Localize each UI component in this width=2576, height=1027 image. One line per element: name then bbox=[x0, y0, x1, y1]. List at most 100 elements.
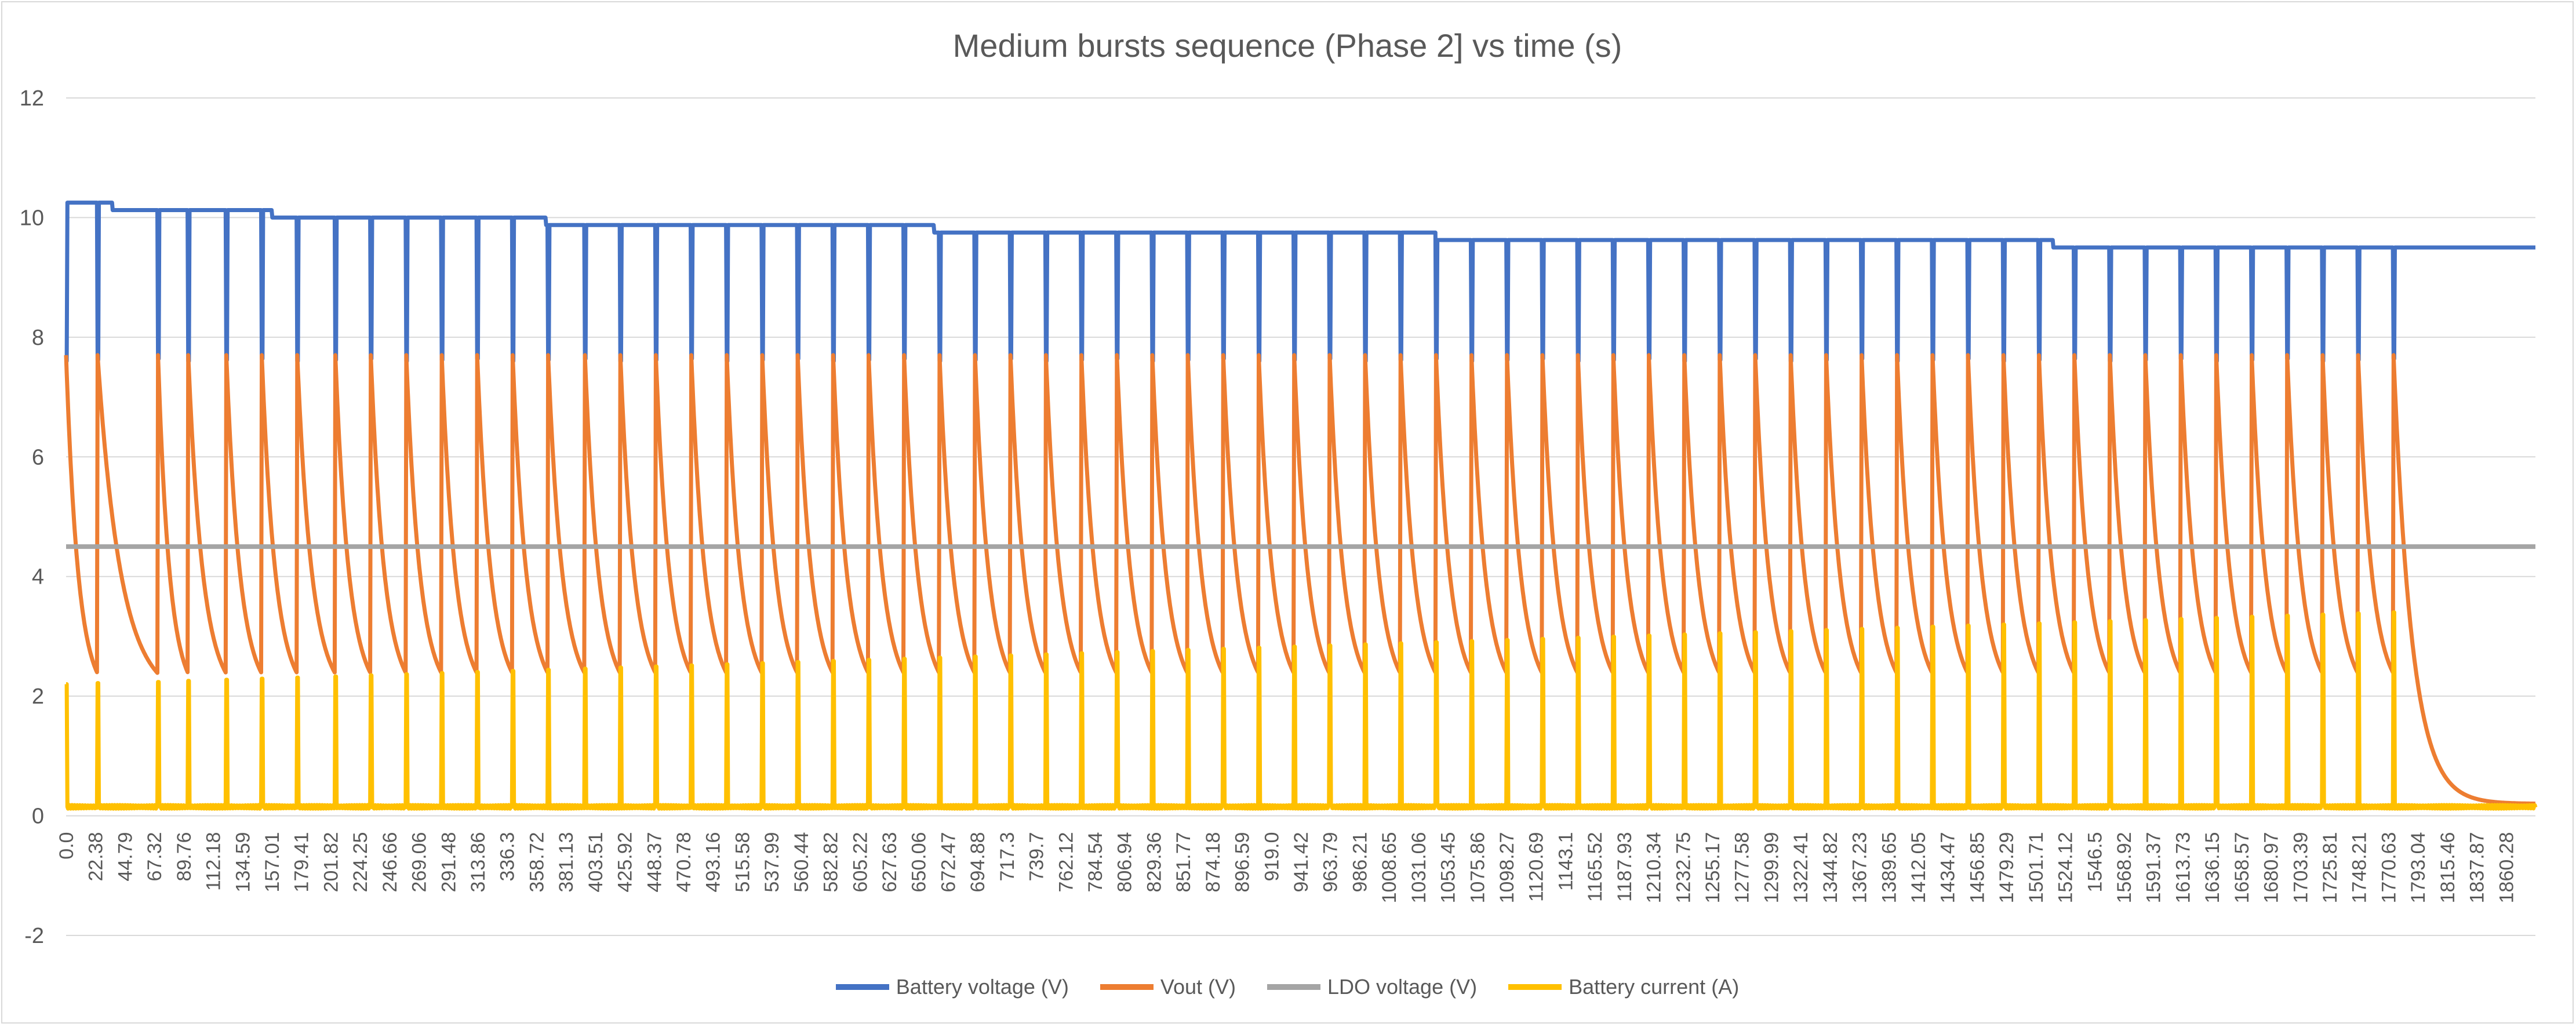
legend-item: LDO voltage (V) bbox=[1267, 975, 1477, 999]
legend: Battery voltage (V) Vout (V) LDO voltage (… bbox=[2, 975, 2573, 999]
legend-item: Vout (V) bbox=[1100, 975, 1236, 999]
y-tick-label: 12 bbox=[20, 86, 44, 111]
x-tick-label: 582.82 bbox=[820, 832, 842, 893]
x-tick-label: 358.72 bbox=[526, 832, 548, 893]
x-tick-label: 470.78 bbox=[673, 832, 695, 893]
x-tick-label: 1770.63 bbox=[2378, 832, 2400, 904]
x-tick-label: 1501.71 bbox=[2025, 832, 2047, 904]
legend-swatch bbox=[835, 984, 889, 990]
x-tick-label: 694.88 bbox=[967, 832, 989, 893]
x-tick-label: 1210.34 bbox=[1643, 832, 1665, 904]
x-tick-label: 739.7 bbox=[1026, 832, 1048, 882]
x-tick-label: 1658.57 bbox=[2231, 832, 2253, 904]
x-tick-label: 1053.45 bbox=[1438, 832, 1460, 904]
x-tick-label: 291.48 bbox=[438, 832, 460, 893]
series-vout bbox=[64, 353, 2537, 806]
x-tick-label: 1120.69 bbox=[1526, 832, 1548, 902]
x-tick-label: 806.94 bbox=[1114, 832, 1136, 893]
x-tick-label: 0.0 bbox=[56, 832, 78, 860]
x-tick-label: 112.18 bbox=[203, 832, 225, 891]
x-tick-label: 672.47 bbox=[937, 832, 959, 893]
x-tick-label: 313.86 bbox=[467, 832, 489, 893]
x-tick-label: 515.58 bbox=[732, 832, 754, 893]
x-tick-label: 1613.73 bbox=[2172, 832, 2194, 904]
x-tick-label: 941.42 bbox=[1290, 832, 1312, 893]
x-tick-label: 986.21 bbox=[1349, 832, 1371, 893]
x-tick-label: 784.54 bbox=[1085, 832, 1107, 893]
x-tick-label: 1748.21 bbox=[2349, 832, 2371, 904]
x-tick-label: 1591.37 bbox=[2143, 832, 2165, 904]
x-tick-label: 179.41 bbox=[291, 832, 313, 893]
legend-swatch bbox=[1508, 984, 1562, 990]
x-tick-label: 1344.82 bbox=[1820, 832, 1842, 904]
y-tick-label: 6 bbox=[32, 445, 44, 469]
chart-title: Medium bursts sequence (Phase 2] vs time… bbox=[952, 27, 1622, 64]
y-tick-label: 8 bbox=[32, 326, 44, 350]
x-tick-label: 851.77 bbox=[1173, 832, 1195, 893]
y-axis-ticks: -2 0 2 4 6 8 10 12 bbox=[20, 86, 44, 948]
x-tick-label: 224.25 bbox=[350, 832, 372, 893]
x-tick-label: 1837.87 bbox=[2466, 832, 2488, 904]
x-tick-label: 919.0 bbox=[1261, 832, 1283, 882]
x-tick-label: 1187.93 bbox=[1614, 832, 1636, 902]
x-tick-label: 493.16 bbox=[703, 832, 725, 893]
x-tick-label: 1680.97 bbox=[2261, 832, 2283, 904]
x-tick-label: 1793.04 bbox=[2407, 832, 2429, 904]
x-tick-label: 627.63 bbox=[879, 832, 901, 893]
x-tick-label: 1322.41 bbox=[1790, 832, 1812, 904]
y-tick-label: -2 bbox=[24, 924, 44, 948]
x-tick-label: 89.76 bbox=[173, 832, 195, 882]
x-tick-label: 381.13 bbox=[555, 832, 577, 893]
x-tick-label: 1456.85 bbox=[1966, 832, 1988, 904]
x-tick-label: 1165.52 bbox=[1584, 832, 1606, 902]
x-tick-label: 425.92 bbox=[614, 832, 636, 893]
x-tick-label: 1546.5 bbox=[2084, 832, 2106, 893]
x-tick-label: 1815.46 bbox=[2437, 832, 2459, 904]
x-tick-label: 1098.27 bbox=[1496, 832, 1518, 904]
x-tick-label: 1255.17 bbox=[1702, 832, 1724, 904]
y-tick-label: 4 bbox=[32, 565, 44, 589]
x-tick-label: 1479.29 bbox=[1996, 832, 2018, 904]
x-tick-label: 1299.99 bbox=[1760, 832, 1782, 904]
x-tick-label: 403.51 bbox=[585, 832, 607, 893]
x-tick-label: 896.59 bbox=[1232, 832, 1254, 893]
legend-swatch bbox=[1267, 984, 1320, 990]
x-tick-label: 605.22 bbox=[849, 832, 871, 893]
x-tick-label: 1143.1 bbox=[1555, 832, 1577, 891]
x-tick-label: 762.12 bbox=[1055, 832, 1077, 893]
x-tick-label: 157.01 bbox=[261, 832, 283, 893]
x-tick-label: 44.79 bbox=[114, 832, 136, 882]
x-tick-label: 1232.75 bbox=[1672, 832, 1694, 904]
x-tick-label: 717.3 bbox=[996, 832, 1018, 882]
x-tick-label: 1524.12 bbox=[2055, 832, 2077, 904]
x-tick-label: 829.36 bbox=[1143, 832, 1165, 893]
x-axis-ticks: 0.0 22.38 44.79 67.32 89.76 112.18 134.59 157.0… bbox=[56, 832, 2517, 904]
legend-item: Battery current (A) bbox=[1508, 975, 1739, 999]
legend-item: Battery voltage (V) bbox=[835, 975, 1069, 999]
x-tick-label: 22.38 bbox=[85, 832, 107, 882]
x-tick-label: 1367.23 bbox=[1849, 832, 1871, 904]
y-tick-label: 0 bbox=[32, 804, 44, 829]
x-tick-label: 134.59 bbox=[232, 832, 254, 893]
y-tick-label: 10 bbox=[20, 206, 44, 230]
x-tick-label: 650.06 bbox=[908, 832, 930, 893]
x-tick-label: 560.44 bbox=[791, 832, 813, 893]
x-tick-label: 201.82 bbox=[320, 832, 342, 893]
x-tick-label: 1075.86 bbox=[1467, 832, 1489, 904]
x-tick-label: 269.06 bbox=[409, 832, 431, 893]
legend-label: Battery current (A) bbox=[1569, 975, 1740, 999]
legend-swatch bbox=[1100, 984, 1154, 990]
x-tick-label: 1412.05 bbox=[1908, 832, 1930, 904]
x-tick-label: 1568.92 bbox=[2113, 832, 2135, 904]
x-tick-label: 448.37 bbox=[643, 832, 665, 893]
x-tick-label: 1860.28 bbox=[2495, 832, 2517, 904]
x-tick-label: 1703.39 bbox=[2290, 832, 2312, 904]
legend-label: Battery voltage (V) bbox=[896, 975, 1069, 999]
legend-label: Vout (V) bbox=[1160, 975, 1236, 999]
x-tick-label: 1277.58 bbox=[1731, 832, 1753, 904]
x-tick-label: 1434.47 bbox=[1937, 832, 1959, 904]
y-tick-label: 2 bbox=[32, 684, 44, 709]
series-battery-current bbox=[64, 610, 2538, 811]
